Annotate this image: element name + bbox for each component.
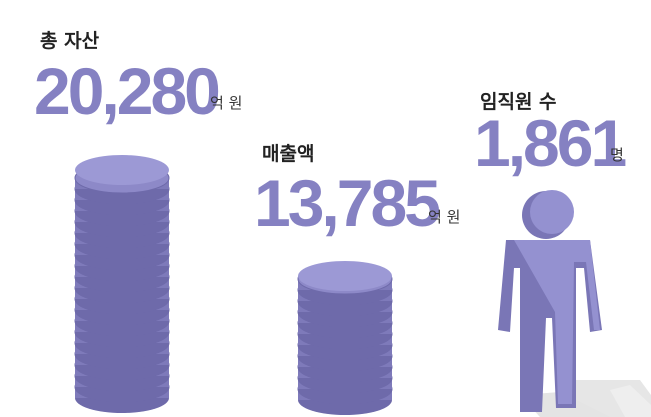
stat-value: 20,280	[34, 54, 218, 128]
stat-unit: 억 원	[428, 208, 460, 226]
coin-stack	[75, 155, 169, 413]
stat-label: 총 자산	[40, 30, 100, 52]
coin-stack	[298, 261, 392, 415]
stat-value: 13,785	[254, 166, 439, 240]
coin	[298, 261, 392, 291]
infographic: 총 자산 20,280 억 원 매출액 13,785 억 원 임직원 수 1,8…	[0, 0, 651, 417]
stat-unit: 명	[610, 146, 624, 164]
stat-label: 매출액	[262, 143, 314, 165]
stat-unit: 억 원	[210, 94, 242, 112]
coin	[75, 155, 169, 185]
stat-value: 1,861	[474, 106, 625, 180]
